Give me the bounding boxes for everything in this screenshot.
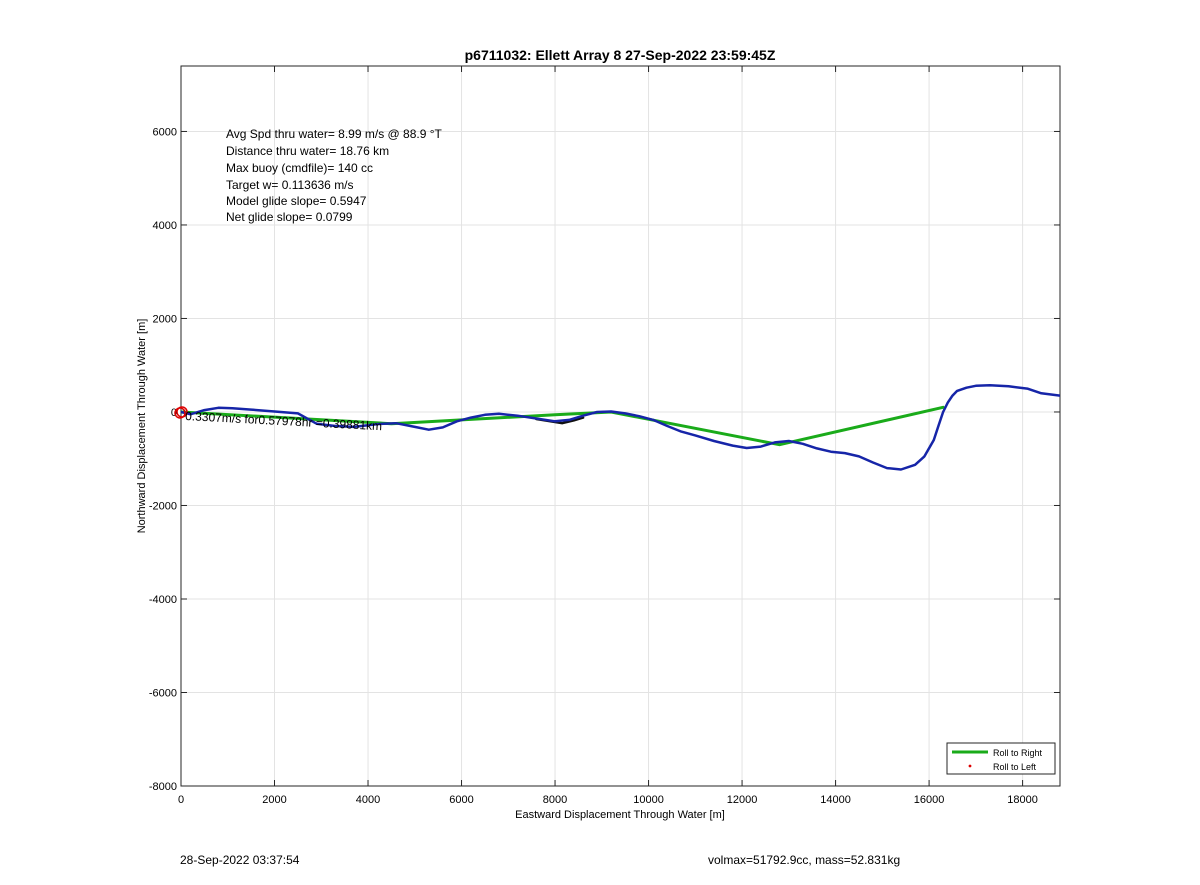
legend-box bbox=[946, 742, 1056, 775]
x-tick-label: 2000 bbox=[262, 794, 286, 806]
stats-line: Avg Spd thru water= 8.99 m/s @ 88.9 °T bbox=[226, 127, 443, 141]
x-tick-label: 12000 bbox=[727, 794, 758, 806]
x-tick-label: 18000 bbox=[1007, 794, 1038, 806]
x-tick-label: 16000 bbox=[914, 794, 945, 806]
legend: Roll to Right Roll to Left bbox=[946, 742, 1056, 775]
stats-line: Target w= 0.113636 m/s bbox=[226, 178, 354, 192]
x-axis-label: Eastward Displacement Through Water [m] bbox=[515, 809, 725, 821]
y-tick-label: 4000 bbox=[153, 220, 177, 232]
start-marker bbox=[174, 407, 186, 419]
y-tick-label: -8000 bbox=[149, 781, 177, 793]
stats-line: Model glide slope= 0.5947 bbox=[226, 194, 367, 208]
y-tick-label: 0 bbox=[171, 407, 177, 419]
y-axis-label: Northward Displacement Through Water [m] bbox=[136, 319, 148, 534]
stats-line: Distance thru water= 18.76 km bbox=[226, 144, 389, 158]
y-tick-label: 2000 bbox=[153, 313, 177, 325]
axes-box bbox=[180, 65, 1061, 787]
legend-label-roll-left: Roll to Left bbox=[993, 762, 1037, 772]
x-tick-label: 8000 bbox=[543, 794, 567, 806]
legend-label-roll-right: Roll to Right bbox=[993, 748, 1043, 758]
x-tick-label: 14000 bbox=[820, 794, 851, 806]
legend-swatch-roll-left bbox=[968, 764, 972, 768]
y-tick-label: 6000 bbox=[153, 126, 177, 138]
y-tick-label: -4000 bbox=[149, 594, 177, 606]
series-roll-to-right-line bbox=[181, 405, 945, 447]
chart-title: p6711032: Ellett Array 8 27-Sep-2022 23:… bbox=[465, 47, 776, 63]
stats-text-block: Avg Spd thru water= 8.99 m/s @ 88.9 °T D… bbox=[226, 127, 443, 224]
x-tick-label: 6000 bbox=[449, 794, 473, 806]
series-layer bbox=[174, 384, 1060, 471]
footer-timestamp: 28-Sep-2022 03:37:54 bbox=[180, 853, 300, 867]
y-axis-ticks: -8000 -6000 -4000 -2000 0 2000 4000 6000 bbox=[149, 126, 1060, 793]
stats-line: Net glide slope= 0.0799 bbox=[226, 210, 353, 224]
x-tick-label: 0 bbox=[178, 794, 184, 806]
x-tick-label: 10000 bbox=[633, 794, 664, 806]
y-tick-label: -6000 bbox=[149, 687, 177, 699]
x-tick-label: 4000 bbox=[356, 794, 380, 806]
series-blue-track-line bbox=[181, 384, 1060, 471]
footer-volmax-mass: volmax=51792.9cc, mass=52.831kg bbox=[708, 853, 901, 867]
stats-line: Max buoy (cmdfile)= 140 cc bbox=[226, 161, 373, 175]
y-tick-label: -2000 bbox=[149, 500, 177, 512]
x-axis-ticks: 0 2000 4000 6000 8000 10000 12000 14000 16000 180… bbox=[178, 66, 1038, 806]
